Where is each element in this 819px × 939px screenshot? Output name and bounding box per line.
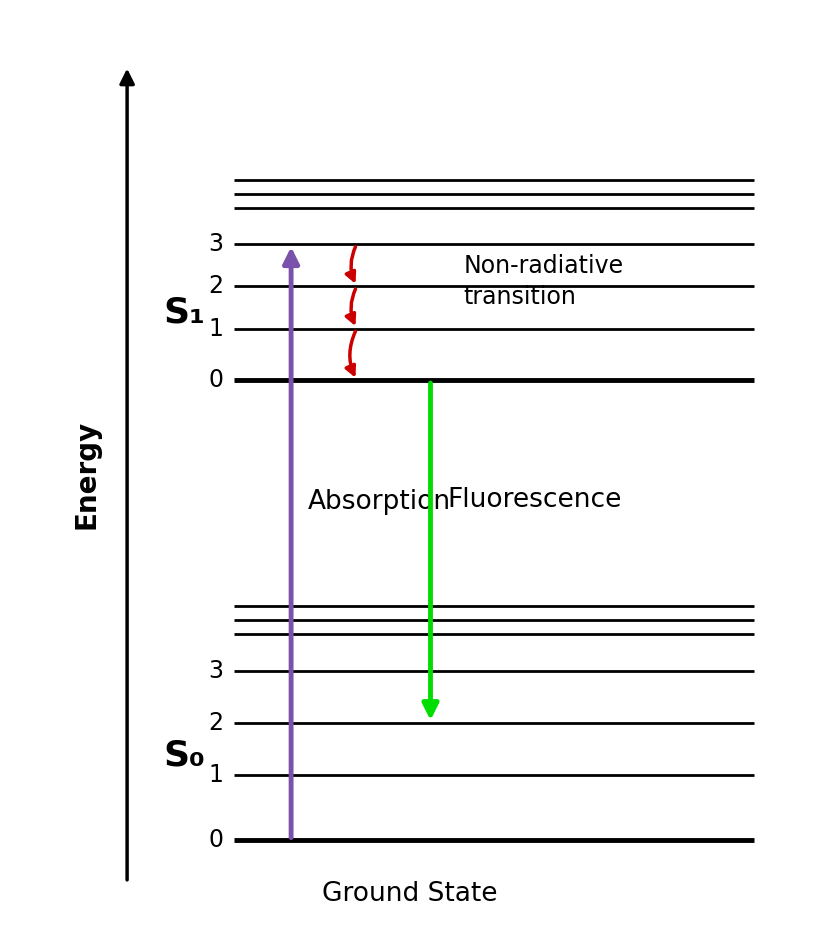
Text: S₀: S₀	[163, 739, 206, 773]
Text: S₁: S₁	[163, 295, 206, 330]
Text: 1: 1	[208, 762, 223, 787]
Text: 3: 3	[208, 659, 223, 684]
Text: 0: 0	[208, 828, 223, 853]
Text: Ground State: Ground State	[322, 881, 497, 907]
Text: 0: 0	[208, 368, 223, 393]
Text: 2: 2	[208, 711, 223, 735]
Text: 1: 1	[208, 316, 223, 341]
Text: 2: 2	[208, 274, 223, 299]
Text: Non-radiative
transition: Non-radiative transition	[463, 254, 622, 310]
Text: Fluorescence: Fluorescence	[446, 486, 621, 513]
Text: Absorption: Absorption	[307, 489, 450, 516]
Text: 3: 3	[208, 232, 223, 256]
Text: Energy: Energy	[72, 420, 100, 529]
